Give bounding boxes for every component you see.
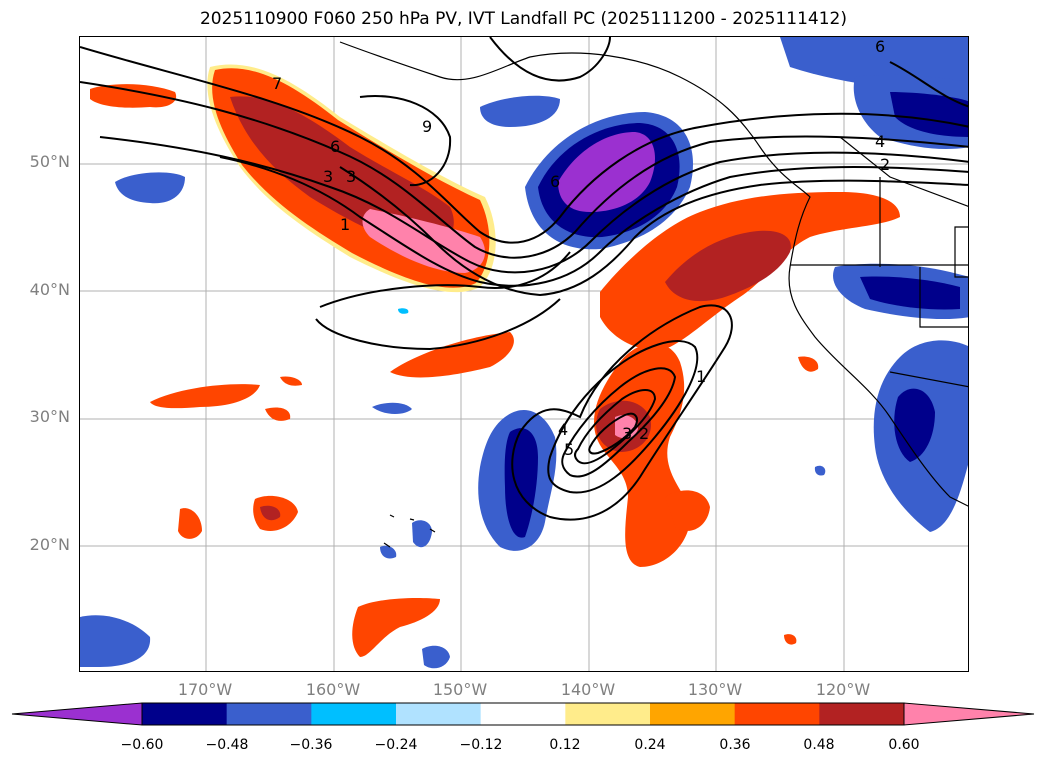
graticule [80, 37, 968, 671]
colorbar-tick-label: 0.12 [549, 737, 581, 753]
lat-label: 20°N [29, 535, 70, 554]
coastlines [339, 41, 968, 548]
contour-label: 3 [622, 424, 632, 443]
contour-label: 2 [639, 424, 649, 443]
contour-label: 3 [346, 167, 356, 186]
colorbar-segment [480, 703, 566, 725]
lon-label: 150°W [432, 680, 488, 699]
colorbar-segment [565, 703, 651, 725]
colorbar-extend-high [903, 702, 1035, 726]
colorbar-segment [311, 703, 397, 725]
contour-label: 4 [558, 420, 568, 439]
lon-label: 170°W [177, 680, 233, 699]
map-title: 2025110900 F060 250 hPa PV, IVT Landfall… [199, 9, 847, 29]
contour-label: 1 [696, 367, 706, 386]
map-panel: 7 6 3 3 1 9 6 6 4 2 4 5 3 2 1 [79, 36, 969, 672]
colorbar-segment [650, 703, 736, 725]
colorbar-tick-label: 0.24 [634, 737, 666, 753]
contour-label: 5 [564, 440, 574, 459]
colorbar-tick-label: −0.12 [459, 737, 503, 753]
contour-label: 9 [422, 117, 432, 136]
contour-label: 1 [340, 215, 350, 234]
contour-label-group: 7 6 3 3 1 9 6 6 4 2 4 5 3 2 1 [272, 37, 890, 459]
colorbar-tick-label: −0.36 [289, 737, 333, 753]
lat-label: 40°N [29, 280, 70, 299]
contour-label: 6 [330, 137, 340, 156]
colorbar-segment [396, 703, 482, 725]
contour-label: 7 [272, 74, 282, 93]
colorbar [11, 702, 1035, 726]
lat-label: 50°N [29, 152, 70, 171]
lon-label: 140°W [560, 680, 616, 699]
colorbar-segment [819, 703, 905, 725]
colorbar-segment [142, 703, 228, 725]
colorbar-tick-label: −0.60 [120, 737, 164, 753]
contour-label: 4 [875, 132, 885, 151]
colorbar-tick-label: −0.24 [374, 737, 418, 753]
colorbar-extend-low [11, 702, 143, 726]
lon-label: 120°W [815, 680, 871, 699]
contour-label: 2 [880, 155, 890, 174]
lon-label: 160°W [305, 680, 361, 699]
colorbar-tick-label: 0.60 [888, 737, 920, 753]
colorbar-frame [141, 702, 905, 726]
contour-label: 3 [323, 167, 333, 186]
negative-anomaly-regions [80, 37, 968, 669]
lat-label: 30°N [29, 407, 70, 426]
colorbar-tick-label: 0.36 [719, 737, 751, 753]
colorbar-tick-label: −0.48 [205, 737, 249, 753]
colorbar-tick-label: 0.48 [803, 737, 835, 753]
lon-label: 130°W [687, 680, 743, 699]
ivt-contours [80, 37, 968, 521]
map-canvas: 7 6 3 3 1 9 6 6 4 2 4 5 3 2 1 [80, 37, 968, 671]
contour-label: 6 [550, 172, 560, 191]
colorbar-segment [226, 703, 312, 725]
contour-label: 6 [875, 37, 885, 56]
colorbar-segment [734, 703, 820, 725]
